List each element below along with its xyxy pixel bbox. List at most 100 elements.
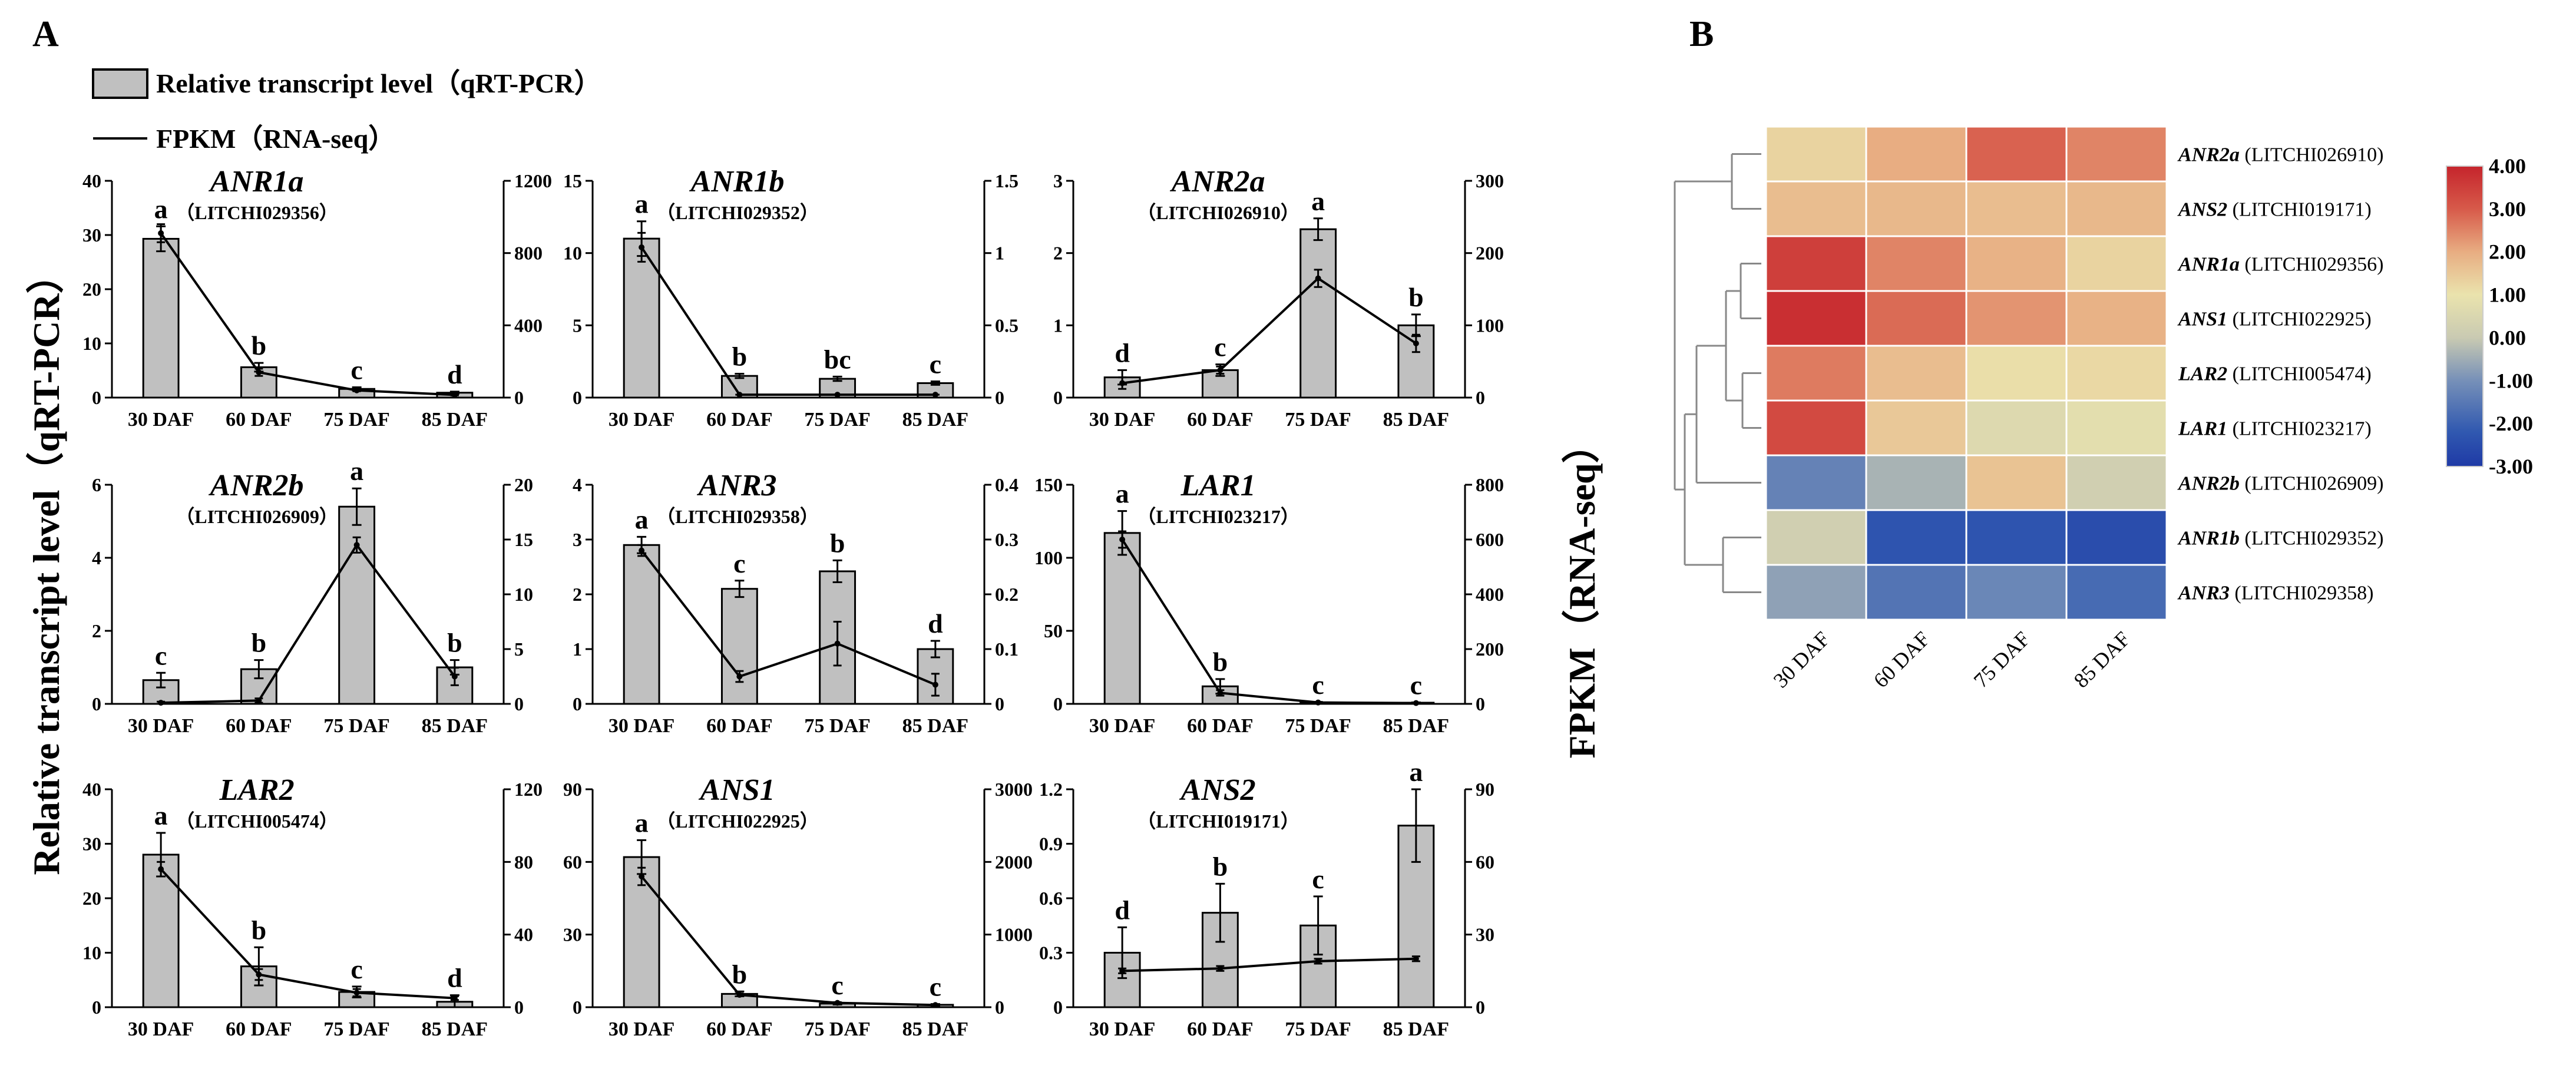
heatmap-cell	[1965, 180, 2068, 237]
heatmap-row-id: (LITCHI023217)	[2227, 418, 2372, 440]
fpkm-point	[1413, 340, 1419, 346]
left-tick-label: 0	[573, 387, 582, 408]
heatmap-cell	[1865, 345, 1967, 402]
fpkm-point	[451, 392, 458, 398]
category-label: 30 DAF	[128, 715, 194, 737]
right-tick-label: 10	[514, 584, 533, 605]
qpcr-bar	[142, 237, 180, 399]
heatmap-cell	[1865, 290, 1967, 347]
colorbar-tick-label: 3.00	[2489, 197, 2526, 221]
heatmap-row-gene: ANR2b	[2177, 473, 2240, 495]
heatmap-row-id: (LITCHI029356)	[2240, 254, 2384, 276]
gene-title: ANS2	[1179, 773, 1255, 807]
significance-letter: b	[252, 915, 267, 945]
fpkm-point	[834, 392, 841, 398]
heatmap-row-id: (LITCHI029352)	[2240, 528, 2384, 550]
qpcr-bar	[142, 853, 180, 1008]
heatmap-cell	[2065, 509, 2168, 566]
category-label: 30 DAF	[1089, 409, 1155, 431]
left-tick-label: 0.9	[1039, 833, 1063, 855]
colorbar-tick-label: -1.00	[2489, 369, 2533, 392]
panel-a-label: A	[32, 14, 59, 54]
right-tick-label: 0	[1476, 387, 1485, 408]
category-label: 85 DAF	[422, 1018, 488, 1040]
fpkm-point	[353, 990, 360, 996]
fpkm-line	[640, 875, 935, 1007]
significance-letter: b	[1408, 282, 1424, 312]
fpkm-line	[640, 246, 935, 396]
colorbar-tick-label: -2.00	[2489, 412, 2533, 435]
left-tick-label: 2	[1053, 243, 1063, 264]
right-tick-label: 800	[1476, 474, 1504, 495]
significance-letter: c	[155, 640, 167, 670]
category-label: 85 DAF	[422, 409, 488, 431]
category-label: 30 DAF	[609, 1018, 674, 1040]
qpcr-bar	[1299, 228, 1337, 399]
heatmap-column-label: 60 DAF	[1869, 627, 1935, 692]
heatmap-row-gene: ANR1a	[2177, 254, 2240, 276]
left-tick-label: 3	[1053, 170, 1063, 191]
significance-letter: c	[733, 548, 745, 578]
fpkm-point	[639, 244, 645, 250]
fpkm-point	[451, 673, 458, 680]
significance-letter: a	[1116, 479, 1129, 509]
heatmap-row-label: ANR2b (LITCHI026909)	[2177, 473, 2383, 495]
fpkm-point	[736, 392, 743, 398]
category-label: 30 DAF	[128, 409, 194, 431]
fpkm-point	[158, 700, 164, 706]
right-tick-label: 5	[514, 638, 524, 660]
fpkm-point	[834, 640, 841, 647]
left-tick-label: 0	[92, 387, 101, 408]
heatmap-cell	[1965, 454, 2068, 511]
heatmap-cell	[1965, 345, 2068, 402]
category-label: 60 DAF	[706, 1018, 772, 1040]
fpkm-point	[1217, 690, 1223, 696]
gene-id: （LITCHI029356）	[176, 202, 338, 223]
heatmap-cell	[1965, 399, 2068, 456]
right-tick-label: 400	[514, 315, 543, 336]
fpkm-point	[353, 542, 360, 548]
category-label: 60 DAF	[1187, 409, 1253, 431]
subplot-ANR3: 0 1 2 3 4 0 0.1 0.2 0.3 0.4 30 DAF a 60 DAF c 75 DAF b 8…	[573, 469, 1019, 737]
significance-letter: d	[1115, 895, 1130, 925]
category-label: 75 DAF	[1285, 409, 1351, 431]
qpcr-bar	[240, 366, 277, 399]
gene-title: ANR1a	[209, 165, 304, 198]
significance-letter: b	[1213, 647, 1228, 677]
left-tick-label: 0	[573, 997, 582, 1018]
heatmap-cell	[1865, 235, 1967, 292]
heatmap-cell	[1965, 509, 2068, 566]
fpkm-line	[161, 542, 456, 704]
left-tick-label: 50	[1044, 620, 1063, 641]
gene-title: ANS1	[698, 773, 775, 807]
left-tick-label: 0	[1053, 387, 1063, 408]
significance-letter: d	[1115, 338, 1130, 368]
left-tick-label: 15	[563, 170, 582, 191]
subplot-ANS2: 0 0.3 0.6 0.9 1.2 0 30 60 90 30 DAF d 60 DAF b 75 DAF…	[1039, 757, 1494, 1040]
right-tick-label: 60	[1476, 851, 1494, 872]
gene-title: ANR1b	[689, 165, 785, 198]
right-tick-label: 0	[514, 997, 524, 1018]
gene-id: （LITCHI029358）	[656, 506, 819, 527]
category-label: 60 DAF	[1187, 1018, 1253, 1040]
category-label: 75 DAF	[323, 1018, 389, 1040]
qpcr-bar	[623, 544, 660, 705]
subplot-ANS1: 0 30 60 90 0 1000 2000 3000 30 DAF a 60 DAF b 75 DAF…	[563, 773, 1033, 1040]
fpkm-line	[1121, 538, 1416, 704]
heatmap-cell	[1865, 509, 1967, 566]
fpkm-point	[1217, 367, 1223, 373]
heatmap-row-gene: ANR2a	[2177, 144, 2240, 166]
heatmap-row-label: ANS2 (LITCHI019171)	[2177, 199, 2372, 221]
left-tick-label: 1.2	[1039, 779, 1063, 800]
right-tick-label: 0.5	[995, 315, 1019, 336]
fpkm-point	[256, 971, 262, 978]
gene-title: ANR2a	[1170, 165, 1265, 198]
category-label: 85 DAF	[902, 1018, 968, 1040]
left-tick-label: 0	[573, 693, 582, 714]
heatmap-cell	[1765, 180, 1867, 237]
subplot-ANR1b: 0 5 10 15 0 0.5 1 1.5 30 DAF a 60 DAF b 75 DAF bc 85 D…	[563, 165, 1019, 431]
fpkm-point	[1315, 275, 1321, 282]
right-tick-label: 0	[1476, 997, 1485, 1018]
left-tick-label: 1	[1053, 315, 1063, 336]
subplot-ANR2a: 0 1 2 3 0 100 200 300 30 DAF d 60 DAF c 75 DAF a 85 DA…	[1053, 165, 1504, 431]
